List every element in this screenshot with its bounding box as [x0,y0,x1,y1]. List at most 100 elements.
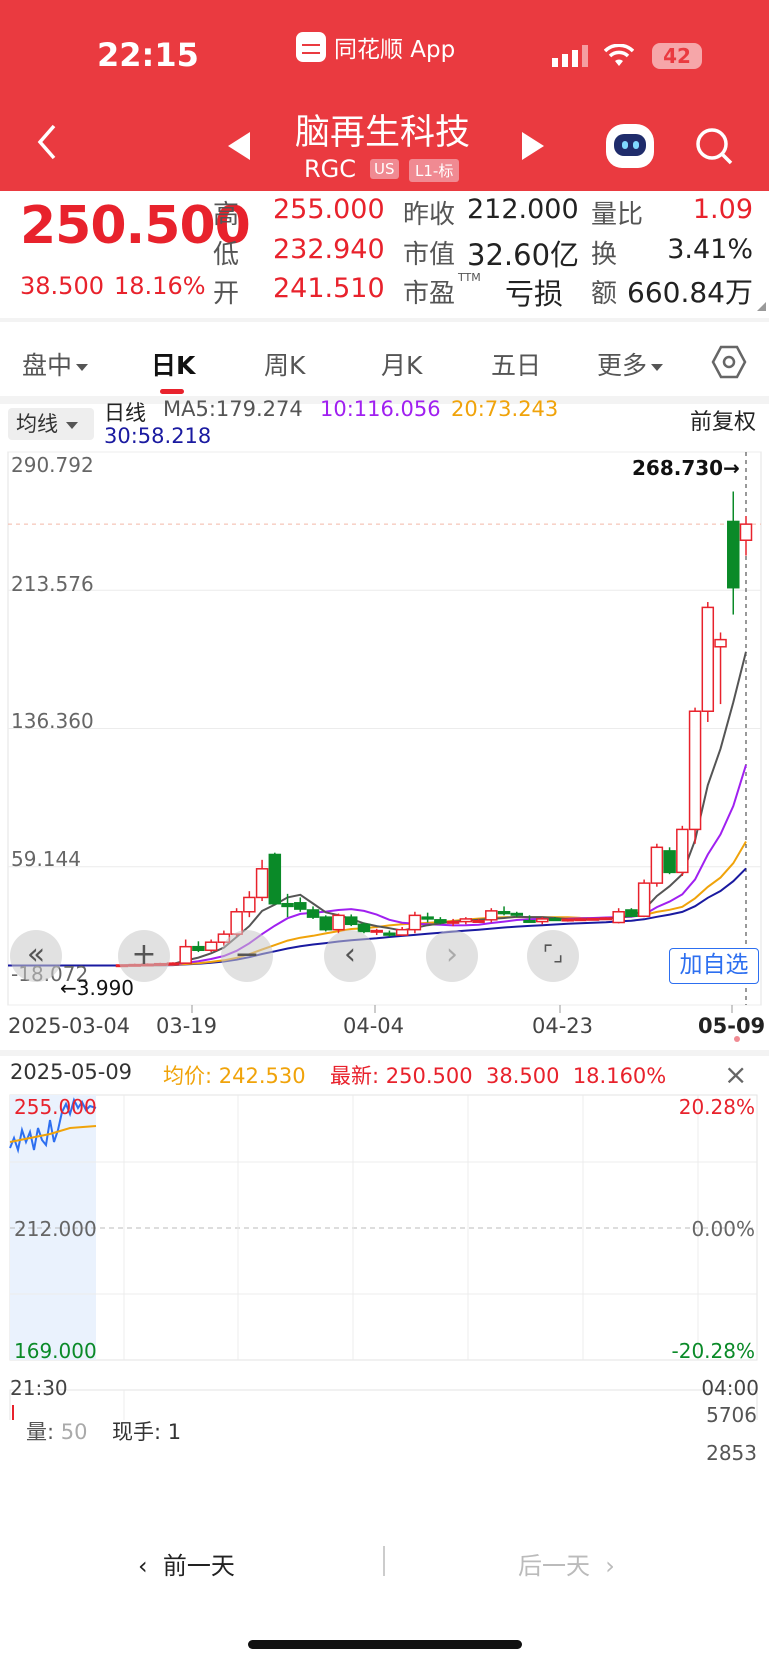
intraday-chart[interactable] [0,1090,769,1420]
chevron-down-icon [651,363,664,371]
tab-intraday[interactable]: 盘中 [22,346,89,382]
candle-body [459,918,473,923]
back-arrow-icon[interactable] [32,122,62,162]
intraday-y-top: 255.000 [14,1095,97,1119]
candle-body [344,916,358,926]
candle-body [332,914,345,931]
chevron-left-icon[interactable]: ‹ [324,930,376,982]
level-tag: L1-标 [409,159,460,182]
assistant-robot-icon[interactable] [606,124,654,168]
stock-code: RGC [304,155,357,183]
search-icon[interactable] [694,126,734,166]
candlestick-chart[interactable] [0,450,769,1055]
tab-active-indicator [160,389,184,394]
candle-body [612,911,625,924]
avg-price: 均价: 242.530 [163,1064,306,1088]
candle-body [688,710,702,831]
chart-high-marker: 268.730→ [632,456,740,480]
chevron-down-icon [76,363,89,371]
prev-day-button[interactable]: ‹ 前一天 [138,1552,235,1580]
pe-label: 市盈 [403,279,456,309]
next-stock-arrow-icon[interactable] [522,132,544,160]
x-date-label: 04-23 [532,1014,594,1038]
divider [0,318,769,322]
divider [0,396,769,404]
chevron-down-icon [66,421,78,429]
open-label: 开 [213,279,240,309]
low-value: 232.940 [273,234,385,265]
app-title: 同花顺 App [296,30,455,64]
status-time: 22:15 [97,36,199,74]
x-date-label: 04-04 [343,1014,405,1038]
candle-body [701,606,715,712]
tab-weekly-k[interactable]: 周K [264,351,306,380]
mkt-cap-value: 32.60亿 [467,238,580,272]
scroll-left-icon[interactable]: « [10,930,62,982]
candle-body [434,919,447,924]
y-tick-label: 213.576 [11,572,94,596]
intraday-pct-bot: -20.28% [671,1339,755,1363]
battery-indicator: 42 [652,43,702,69]
price-change: 38.500 [20,272,104,300]
intraday-y-bot: 169.000 [14,1339,97,1363]
wifi-icon [604,44,634,66]
zoom-out-icon[interactable]: − [221,930,273,982]
add-watchlist-button[interactable]: 加自选 [669,948,759,984]
divider [383,1546,385,1576]
volume-bar [12,1405,14,1420]
pe-ttm-sup: TTM [458,271,481,284]
ma5-value: MA5:179.274 [163,397,303,421]
intraday-date: 2025-05-09 [10,1060,133,1084]
time-start: 21:30 [10,1376,68,1400]
zoom-in-icon[interactable]: + [118,930,170,982]
candle-body [663,850,676,874]
candle-body [472,919,485,923]
tab-more[interactable]: 更多 [597,346,664,382]
candle-body [408,914,422,931]
chevron-right-icon[interactable]: › [426,930,478,982]
tab-monthly-k[interactable]: 月K [381,351,423,380]
candle-body [637,882,651,917]
fullscreen-icon[interactable]: ⌜⌟ [527,930,579,982]
app-logo-icon [296,32,326,62]
candle-body [523,919,536,923]
chevron-left-icon: ‹ [138,1552,148,1580]
prev-stock-arrow-icon[interactable] [228,132,250,160]
expand-corner-icon[interactable] [757,302,766,311]
y-tick-label: 59.144 [11,847,81,871]
amount-label: 额 [591,279,618,309]
close-icon[interactable]: × [724,1058,748,1091]
low-label: 低 [213,240,240,270]
candle-body [485,910,498,921]
candle-body [727,520,740,589]
candle-body [586,917,600,921]
candle-body [535,918,549,923]
turnover-label: 换 [591,240,618,270]
intraday-y-mid: 212.000 [14,1217,97,1241]
time-end: 04:00 [701,1376,759,1400]
market-tag: US [370,159,399,179]
candle-body [548,918,562,922]
chart-low-marker: ←3.990 [60,976,135,1000]
candle-body [294,902,307,910]
tab-five-day[interactable]: 五日 [491,351,542,380]
next-day-button[interactable]: 后一天 › [518,1552,615,1580]
candle-body [599,917,613,921]
candle-body [676,828,689,874]
home-indicator [248,1640,522,1649]
ma-selector[interactable]: 均线 [8,408,94,440]
last-price: 250.500 [20,196,251,256]
volume-plot [9,1389,758,1420]
candle-body [357,923,371,933]
volume-max: 5706 [706,1403,757,1427]
settings-hexagon-icon[interactable] [711,344,747,380]
candle-body [281,902,294,908]
candle-body [395,928,409,936]
x-date-label: 05-09 [698,1014,766,1038]
price-change-pct: 18.16% [114,272,206,300]
volume-readout: 量: 50 [26,1420,88,1444]
candle-body [166,962,180,966]
tab-daily-k[interactable]: 日K [151,351,196,380]
candle-body [319,916,333,931]
adjust-mode-button[interactable]: 前复权 [690,410,757,435]
